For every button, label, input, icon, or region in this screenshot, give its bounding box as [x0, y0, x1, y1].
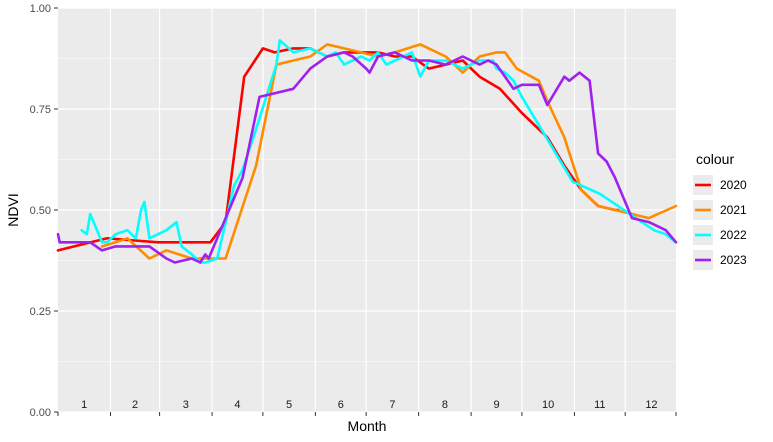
month-label: 3	[183, 399, 189, 411]
y-tick-label: 0.75	[30, 104, 51, 116]
y-axis: 0.00 0.25 0.50 0.75 1.00	[30, 3, 58, 419]
x-axis	[57, 412, 677, 416]
month-label: 9	[493, 399, 499, 411]
legend-title: colour	[696, 151, 734, 167]
month-label: 6	[338, 399, 344, 411]
y-tick-label: 0.25	[30, 306, 51, 318]
month-label: 12	[645, 399, 657, 411]
month-label: 11	[594, 399, 605, 411]
y-tick-label: 1.00	[30, 3, 51, 15]
series-line-2023	[56, 51, 678, 264]
y-tick-label: 0.00	[30, 407, 51, 419]
month-label: 8	[442, 399, 448, 411]
month-label: 1	[81, 399, 87, 411]
series-lines	[56, 38, 678, 264]
legend: colour 2020 2021 2022 2023	[693, 151, 747, 270]
legend-label: 2021	[720, 203, 747, 217]
month-label: 7	[389, 399, 395, 411]
y-axis-title: NDVI	[5, 193, 21, 226]
month-labels: 1 2 3 4 5 6 7 8 9 10 11 12	[81, 399, 657, 411]
month-label: 10	[542, 399, 554, 411]
legend-label: 2023	[720, 253, 747, 267]
month-label: 5	[286, 399, 292, 411]
legend-label: 2022	[720, 228, 747, 242]
month-label: 2	[132, 399, 138, 411]
y-tick-label: 0.50	[30, 205, 51, 217]
grid-lines	[58, 7, 676, 413]
legend-label: 2020	[720, 178, 747, 192]
x-axis-title: Month	[348, 418, 387, 434]
month-label: 4	[234, 399, 240, 411]
